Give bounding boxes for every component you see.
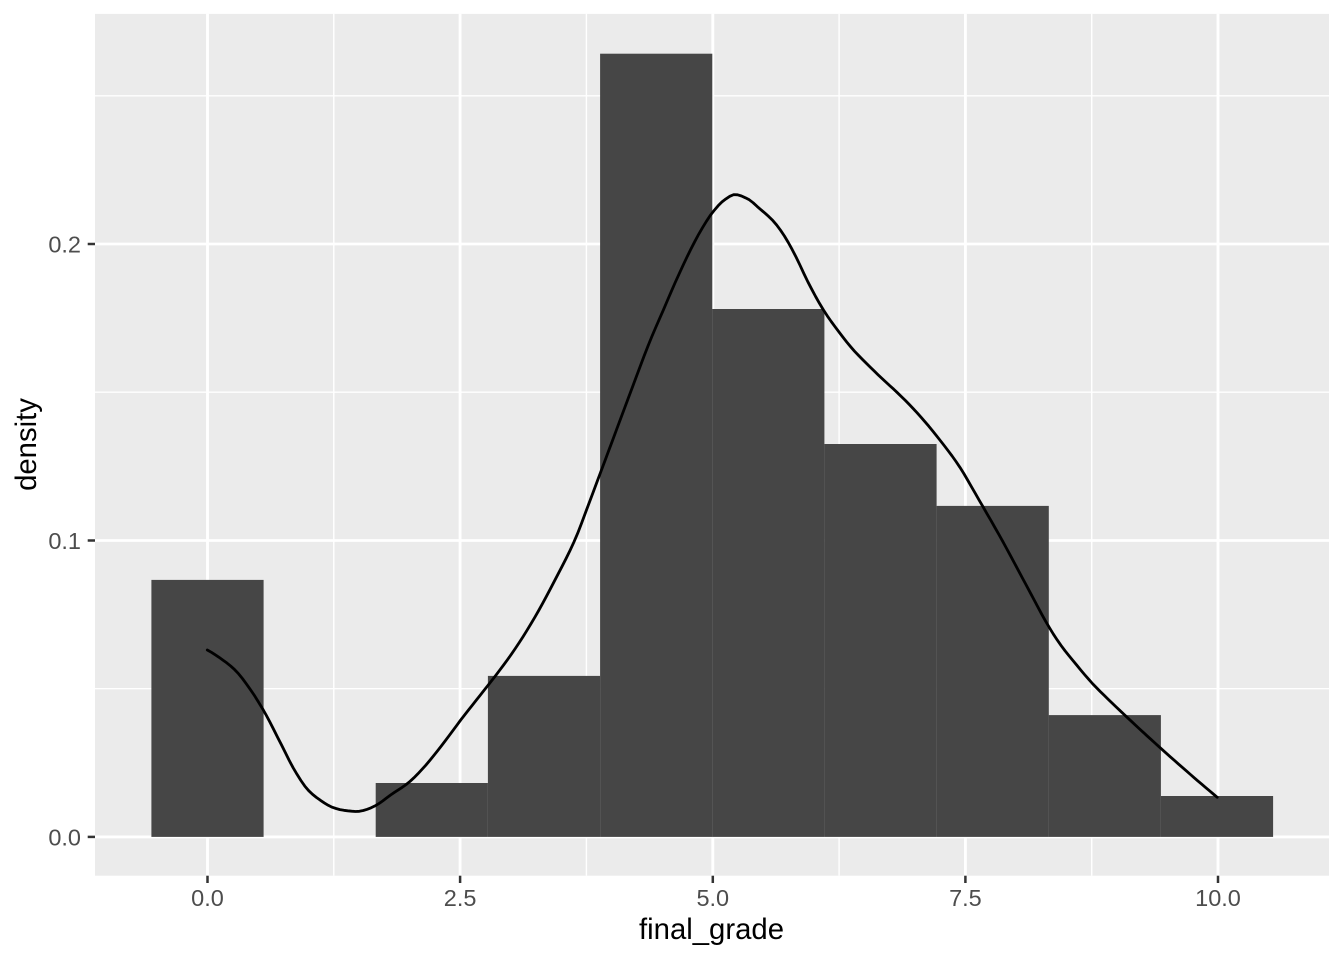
svg-text:7.5: 7.5 — [949, 885, 982, 911]
svg-text:0.1: 0.1 — [48, 528, 81, 554]
svg-text:final_grade: final_grade — [639, 913, 784, 946]
svg-text:0.0: 0.0 — [48, 824, 81, 850]
svg-text:5.0: 5.0 — [696, 885, 729, 911]
svg-text:0.2: 0.2 — [48, 232, 81, 258]
svg-text:0.0: 0.0 — [191, 885, 224, 911]
svg-text:density: density — [10, 398, 43, 491]
svg-text:2.5: 2.5 — [444, 885, 477, 911]
svg-text:10.0: 10.0 — [1195, 885, 1241, 911]
